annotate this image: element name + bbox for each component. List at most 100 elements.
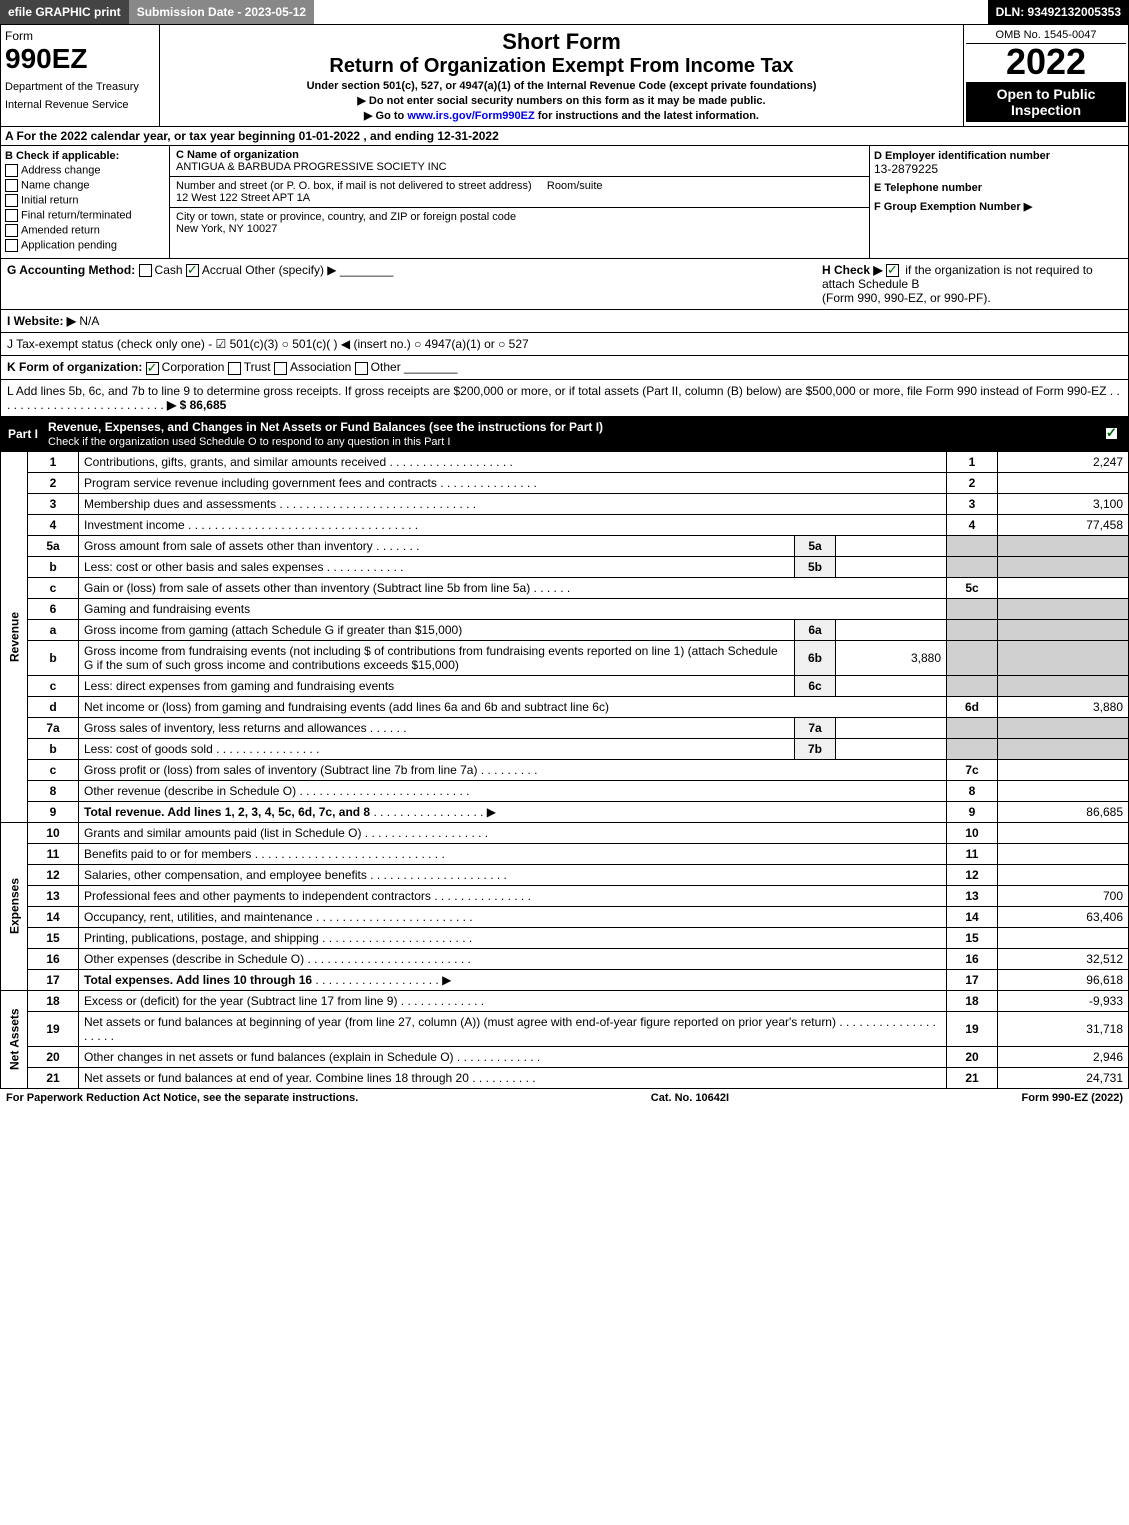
city-row: City or town, state or province, country… (170, 208, 869, 238)
line-rn: 4 (947, 514, 998, 535)
inner-val (836, 619, 947, 640)
line-10: Expenses 10 Grants and similar amounts p… (1, 822, 1129, 843)
line-val: 86,685 (998, 801, 1129, 822)
line-16: 16 Other expenses (describe in Schedule … (1, 948, 1129, 969)
line-11: 11 Benefits paid to or for members . . .… (1, 843, 1129, 864)
inner-num: 7b (795, 738, 836, 759)
line-val (998, 759, 1129, 780)
cb-amended[interactable]: Amended return (5, 224, 165, 237)
h-text1: H Check ▶ (822, 263, 883, 277)
grey-cell (998, 675, 1129, 696)
line-rn: 21 (947, 1067, 998, 1088)
line-text-span: Total expenses. Add lines 10 through 16 (84, 973, 312, 987)
line-text-span: Excess or (deficit) for the year (Subtra… (84, 994, 397, 1008)
line-1: Revenue 1 Contributions, gifts, grants, … (1, 451, 1129, 472)
line-num: 2 (28, 472, 79, 493)
line-val: 31,718 (998, 1011, 1129, 1046)
line-text: Salaries, other compensation, and employ… (79, 864, 947, 885)
addr: 12 West 122 Street APT 1A (176, 192, 310, 204)
line-num: 14 (28, 906, 79, 927)
cb-pending-label: Application pending (21, 239, 117, 251)
line-text: Gross income from fundraising events (no… (79, 640, 795, 675)
cb-pending[interactable]: Application pending (5, 239, 165, 252)
line-num: 13 (28, 885, 79, 906)
line-val: 32,512 (998, 948, 1129, 969)
line-text-span: Other revenue (describe in Schedule O) (84, 784, 296, 798)
line-val: 63,406 (998, 906, 1129, 927)
sub3-suffix: for instructions and the latest informat… (535, 110, 759, 122)
addr-label: Number and street (or P. O. box, if mail… (176, 180, 532, 192)
form-subtitle-2: ▶ Do not enter social security numbers o… (164, 94, 959, 107)
line-rn: 1 (947, 451, 998, 472)
line-text: Less: direct expenses from gaming and fu… (79, 675, 795, 696)
part-1-check (1105, 427, 1118, 440)
submission-date: Submission Date - 2023-05-12 (129, 0, 314, 24)
group-block: F Group Exemption Number ▶ (874, 200, 1124, 213)
line-text: Net income or (loss) from gaming and fun… (79, 696, 947, 717)
dept: Department of the Treasury (5, 81, 155, 93)
line-rn: 18 (947, 990, 998, 1011)
line-text-span: Gross sales of inventory, less returns a… (84, 721, 367, 735)
grey-cell (947, 535, 998, 556)
line-num: b (28, 556, 79, 577)
line-num: c (28, 759, 79, 780)
cb-final[interactable]: Final return/terminated (5, 209, 165, 222)
ein-label: D Employer identification number (874, 150, 1050, 162)
l-block: L Add lines 5b, 6c, and 7b to line 9 to … (0, 380, 1129, 417)
k-other: Other (371, 360, 401, 374)
irs-link[interactable]: www.irs.gov/Form990EZ (407, 110, 534, 122)
line-val: 77,458 (998, 514, 1129, 535)
line-text-span: Investment income (84, 518, 185, 532)
g-block: G Accounting Method: Cash Accrual Other … (7, 263, 393, 305)
grey-cell (947, 619, 998, 640)
line-num: 18 (28, 990, 79, 1011)
room-label: Room/suite (547, 180, 603, 192)
k-trust: Trust (244, 360, 271, 374)
g-other: Other (specify) ▶ (245, 263, 336, 277)
line-num: 21 (28, 1067, 79, 1088)
g-label: G Accounting Method: (7, 263, 135, 277)
inner-val (836, 556, 947, 577)
row-a: A For the 2022 calendar year, or tax yea… (0, 127, 1129, 146)
inner-num: 6b (795, 640, 836, 675)
inner-num: 6a (795, 619, 836, 640)
col-c: C Name of organization ANTIGUA & BARBUDA… (170, 146, 870, 258)
top-bar: efile GRAPHIC print Submission Date - 20… (0, 0, 1129, 24)
cb-address[interactable]: Address change (5, 164, 165, 177)
line-6d: d Net income or (loss) from gaming and f… (1, 696, 1129, 717)
line-text: Gross sales of inventory, less returns a… (79, 717, 795, 738)
line-val (998, 577, 1129, 598)
cb-name[interactable]: Name change (5, 179, 165, 192)
inner-num: 5a (795, 535, 836, 556)
k-label: K Form of organization: (7, 360, 142, 374)
line-text-span: Occupancy, rent, utilities, and maintena… (84, 910, 313, 924)
line-text-span: Other changes in net assets or fund bala… (84, 1050, 454, 1064)
line-text: Other revenue (describe in Schedule O) .… (79, 780, 947, 801)
line-num: 3 (28, 493, 79, 514)
expenses-label: Expenses (1, 822, 28, 990)
line-text: Printing, publications, postage, and shi… (79, 927, 947, 948)
ein: 13-2879225 (874, 162, 938, 176)
col-d: D Employer identification number 13-2879… (870, 146, 1128, 258)
phone-label: E Telephone number (874, 182, 982, 194)
line-val (998, 864, 1129, 885)
cb-initial-label: Initial return (21, 194, 78, 206)
line-17: 17 Total expenses. Add lines 10 through … (1, 969, 1129, 990)
line-num: 5a (28, 535, 79, 556)
j-block: J Tax-exempt status (check only one) - ☑… (0, 333, 1129, 356)
line-8: 8 Other revenue (describe in Schedule O)… (1, 780, 1129, 801)
line-7a: 7a Gross sales of inventory, less return… (1, 717, 1129, 738)
line-text: Gross income from gaming (attach Schedul… (79, 619, 795, 640)
form-title: Return of Organization Exempt From Incom… (164, 55, 959, 78)
line-2: 2 Program service revenue including gove… (1, 472, 1129, 493)
header-right: OMB No. 1545-0047 2022 Open to Public In… (964, 25, 1128, 126)
k-assoc: Association (290, 360, 351, 374)
revenue-label: Revenue (1, 451, 28, 822)
line-6: 6 Gaming and fundraising events (1, 598, 1129, 619)
line-num: d (28, 696, 79, 717)
cb-initial[interactable]: Initial return (5, 194, 165, 207)
form-label: Form (5, 29, 155, 43)
line-text: Program service revenue including govern… (79, 472, 947, 493)
line-num: 4 (28, 514, 79, 535)
grey-cell (998, 535, 1129, 556)
